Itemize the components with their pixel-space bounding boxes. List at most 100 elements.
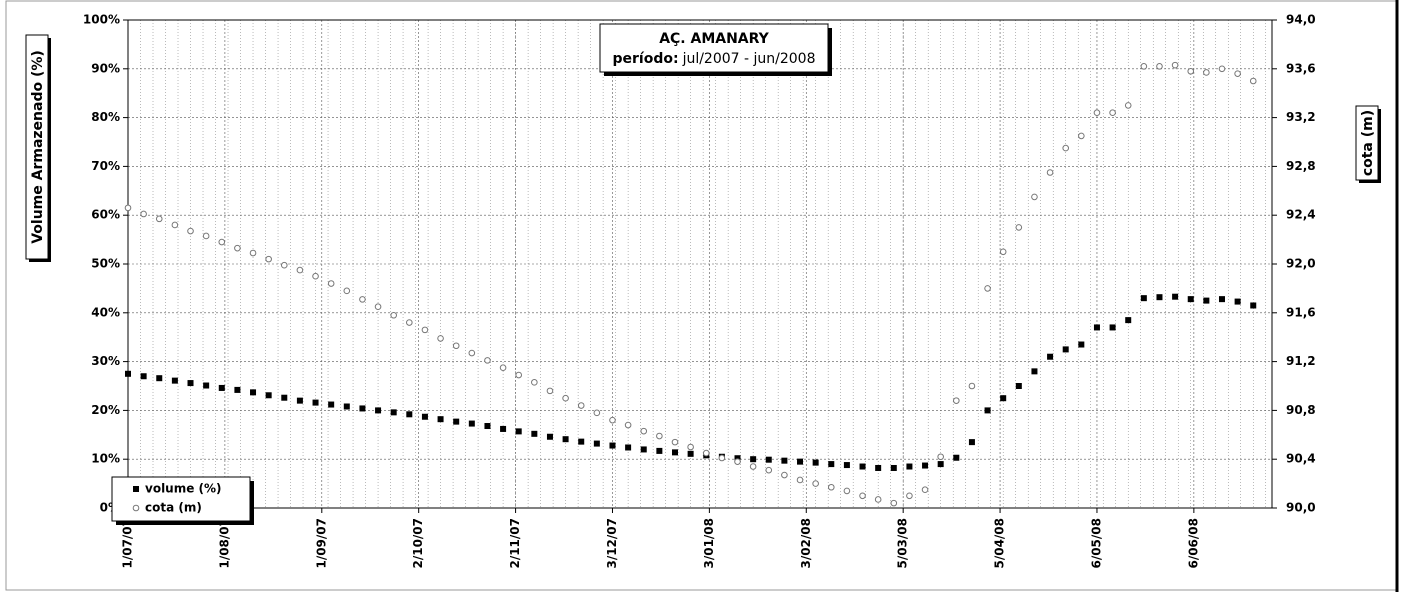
point bbox=[812, 459, 819, 466]
point bbox=[1078, 132, 1085, 140]
point bbox=[234, 244, 241, 252]
point bbox=[609, 442, 616, 449]
legend-label: cota (m) bbox=[145, 501, 202, 515]
x-tick-label: 3/12/07 bbox=[605, 518, 619, 569]
point bbox=[484, 357, 491, 364]
point bbox=[1203, 297, 1210, 304]
point bbox=[281, 394, 288, 401]
point bbox=[1031, 368, 1038, 375]
point bbox=[1218, 65, 1226, 73]
point bbox=[124, 204, 132, 212]
y-axis-label: Volume Armazenado (%) bbox=[30, 50, 46, 244]
point bbox=[671, 449, 678, 456]
y-label-box bbox=[25, 34, 49, 260]
point bbox=[875, 464, 882, 471]
point bbox=[343, 403, 350, 410]
point bbox=[202, 232, 210, 240]
point bbox=[1062, 346, 1069, 353]
point bbox=[1249, 77, 1257, 85]
point bbox=[765, 466, 773, 474]
y2-tick-label: 90,0 bbox=[1286, 501, 1316, 515]
point bbox=[718, 454, 726, 462]
point bbox=[1156, 294, 1163, 301]
point bbox=[421, 413, 428, 420]
y-tick-label: 20% bbox=[91, 403, 120, 417]
point bbox=[203, 382, 210, 389]
point bbox=[280, 261, 288, 269]
point bbox=[671, 438, 679, 446]
point bbox=[156, 375, 163, 382]
point bbox=[265, 392, 272, 399]
point bbox=[702, 449, 710, 457]
point bbox=[499, 364, 507, 372]
point bbox=[859, 492, 866, 500]
point bbox=[1124, 102, 1132, 109]
chart-title: AÇ. AMANARY bbox=[659, 31, 769, 47]
y2-axis-label: cota (m) bbox=[1360, 110, 1376, 176]
point bbox=[890, 464, 897, 471]
y2-tick-label: 90,8 bbox=[1286, 403, 1316, 417]
point bbox=[765, 456, 772, 463]
x-tick-label: 5/04/08 bbox=[993, 518, 1007, 569]
y2-tick-label: 91,2 bbox=[1286, 354, 1316, 368]
point bbox=[687, 443, 694, 451]
point bbox=[1093, 109, 1101, 117]
point bbox=[781, 471, 788, 479]
point bbox=[1031, 193, 1038, 201]
point bbox=[1171, 61, 1179, 69]
point bbox=[781, 457, 788, 464]
point bbox=[874, 496, 882, 503]
point bbox=[906, 463, 913, 470]
y2-tick-label: 92,4 bbox=[1286, 208, 1316, 222]
legend-marker bbox=[132, 504, 140, 512]
point bbox=[546, 387, 554, 395]
point bbox=[1250, 302, 1257, 309]
point bbox=[624, 421, 632, 429]
y-tick-label: 70% bbox=[91, 159, 120, 173]
y-tick-label: 40% bbox=[91, 305, 120, 319]
point bbox=[1234, 70, 1241, 77]
point bbox=[374, 303, 382, 311]
y-tick-label: 30% bbox=[91, 354, 120, 368]
point bbox=[375, 407, 382, 414]
point bbox=[1078, 341, 1085, 348]
point bbox=[140, 210, 147, 218]
point bbox=[265, 255, 272, 263]
legend-box bbox=[111, 476, 251, 522]
x-tick-label: 6/05/08 bbox=[1089, 518, 1103, 569]
point bbox=[984, 407, 991, 414]
point bbox=[1234, 298, 1241, 305]
y2-label-box bbox=[1355, 105, 1379, 181]
x-tick-label: 2/10/07 bbox=[411, 518, 425, 569]
point bbox=[312, 399, 319, 406]
point bbox=[250, 389, 257, 396]
point bbox=[1000, 395, 1007, 402]
y2-tick-label: 94,0 bbox=[1286, 13, 1316, 27]
point bbox=[734, 458, 741, 465]
point bbox=[906, 492, 913, 500]
point bbox=[359, 405, 366, 412]
y2-tick-label: 93,2 bbox=[1286, 110, 1316, 124]
point bbox=[1187, 67, 1195, 75]
point bbox=[1203, 69, 1210, 76]
point bbox=[797, 458, 804, 465]
x-tick-label: 1/08/07 bbox=[217, 518, 231, 569]
point bbox=[827, 483, 835, 491]
y-tick-label: 90% bbox=[91, 61, 120, 75]
point bbox=[750, 456, 757, 463]
y2-tick-label: 93,6 bbox=[1286, 61, 1316, 75]
point bbox=[984, 285, 991, 292]
point bbox=[593, 440, 600, 447]
y-tick-label: 10% bbox=[91, 452, 120, 466]
point bbox=[609, 416, 616, 424]
point bbox=[828, 461, 835, 468]
point bbox=[562, 436, 569, 443]
y2-tick-label: 90,4 bbox=[1286, 452, 1316, 466]
point bbox=[437, 335, 444, 342]
point bbox=[625, 444, 632, 451]
point bbox=[1062, 144, 1070, 152]
point bbox=[249, 249, 257, 257]
point bbox=[1218, 296, 1225, 303]
point bbox=[578, 438, 585, 445]
point bbox=[125, 370, 131, 377]
